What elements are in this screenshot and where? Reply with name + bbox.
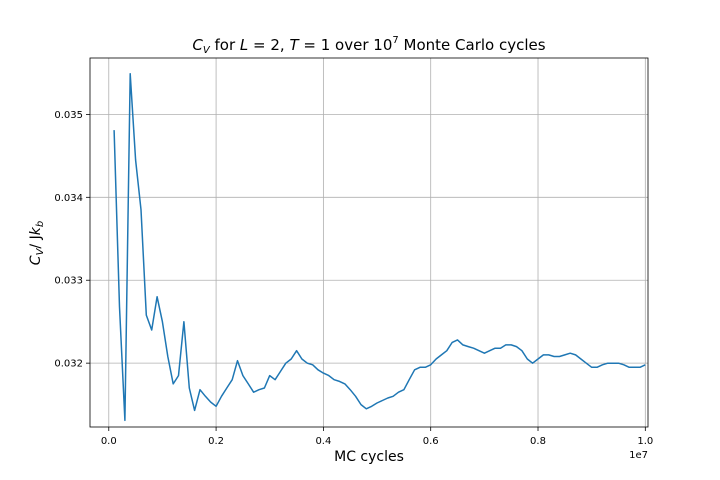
x-axis-label: MC cycles: [334, 449, 404, 465]
title-exp: 7: [392, 35, 398, 46]
grid: [90, 58, 648, 427]
y-tick-label: 0.035: [54, 110, 83, 121]
x-axis-ticks: 0.0 0.2 0.4 0.6 0.8 1.0: [101, 427, 653, 447]
y-tick-label: 0.033: [54, 276, 83, 287]
x-tick-label: 0.4: [315, 436, 331, 447]
x-tick-label: 0.6: [423, 436, 439, 447]
y-tick-label: 0.034: [54, 193, 83, 204]
title-cv: C: [192, 36, 203, 54]
x-tick-label: 0.0: [101, 436, 117, 447]
y-label-k: k: [28, 226, 44, 235]
y-axis-label: CV/ Jkb: [28, 221, 46, 265]
y-label-sub: V: [35, 247, 46, 255]
y-label-c: C: [28, 255, 44, 265]
title-rest: Monte Carlo cycles: [399, 36, 546, 54]
title-for: for: [210, 36, 240, 54]
y-tick-label: 0.032: [54, 359, 83, 370]
title-T: T: [289, 36, 300, 54]
x-axis-offset-label: 1e7: [629, 450, 648, 461]
title-L: L: [240, 36, 248, 54]
y-label-slash: / J: [28, 235, 44, 248]
title-eq2: = 1 over 10: [299, 36, 393, 54]
plot-frame: [89, 57, 649, 428]
y-axis-ticks: 0.032 0.033 0.034 0.035: [54, 110, 90, 370]
x-tick-label: 1.0: [637, 436, 653, 447]
series-line: [113, 73, 646, 422]
series-layer: [113, 73, 646, 422]
x-tick-label: 0.2: [208, 436, 224, 447]
title-cv-sub: V: [203, 45, 211, 56]
y-label-ksub: b: [35, 221, 46, 227]
chart-title: CV for L = 2, T = 1 over 107 Monte Carlo…: [192, 35, 545, 56]
title-eq1: = 2,: [248, 36, 289, 54]
x-tick-label: 0.8: [530, 436, 546, 447]
